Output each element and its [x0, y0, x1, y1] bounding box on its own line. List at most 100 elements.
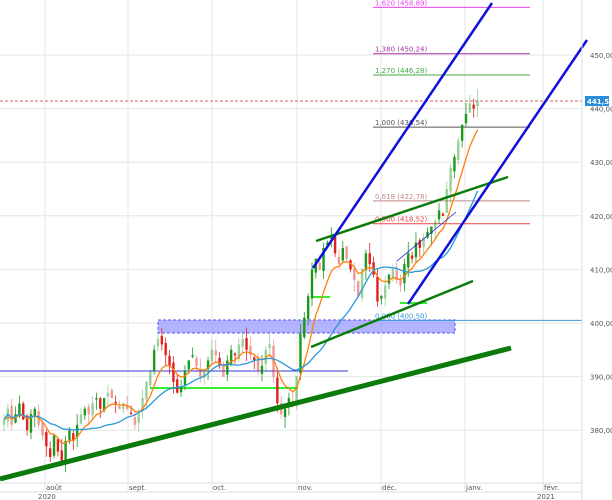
candle-body [445, 189, 448, 213]
candle [191, 347, 194, 359]
candle-body [203, 371, 206, 378]
candle-body [191, 355, 194, 357]
candle-body [464, 113, 468, 124]
candle-body [383, 285, 387, 299]
candle-body [110, 390, 113, 399]
moving-average-sma-20 [3, 190, 479, 431]
fibonacci-extension[interactable]: 1,620 (458,89) 1,380 (450,24) 1,270 (446,2… [373, 0, 582, 321]
y-tick-label: 440,00 [590, 106, 612, 114]
y-tick-label: 430,00 [590, 159, 612, 167]
candle-body [341, 247, 344, 261]
candle [226, 355, 229, 382]
candle-body [64, 440, 67, 463]
candle-body [45, 432, 48, 447]
blue-channel-lower[interactable] [406, 39, 589, 305]
candle [141, 389, 144, 419]
candle [345, 246, 348, 262]
candle-body [414, 242, 418, 258]
candle-body [91, 403, 94, 416]
candle-body [222, 365, 225, 377]
fib-level-label: 1,380 (450,24) [375, 46, 427, 54]
candle-body [41, 422, 44, 436]
candle [310, 262, 314, 307]
x-tick-month: janv. [465, 484, 483, 492]
candle [149, 369, 152, 390]
candle-body [364, 253, 368, 271]
candle-body [426, 231, 429, 238]
candle-body [303, 317, 306, 338]
channel-upper-green[interactable] [315, 175, 509, 243]
candle-body [75, 424, 79, 438]
blue-channel-upper[interactable] [311, 2, 494, 269]
candle-body [422, 237, 425, 248]
candle-body [176, 379, 179, 393]
candle-body [29, 414, 33, 433]
candle-body [418, 240, 421, 248]
candle [256, 353, 260, 376]
candle [364, 249, 368, 280]
candle-body [441, 213, 445, 216]
candle-body [237, 344, 241, 359]
candle-body [68, 430, 71, 442]
candle-body [330, 237, 333, 239]
blue-thin-trendline[interactable] [396, 211, 457, 262]
candle-body [126, 405, 129, 409]
candle [326, 240, 329, 245]
candle-body [472, 104, 475, 109]
candle [333, 233, 337, 257]
candle-body [99, 398, 102, 409]
long-term-trendline[interactable] [0, 345, 512, 482]
candle [218, 352, 221, 369]
candle [45, 429, 48, 457]
candle-body [106, 392, 110, 397]
candle-body [52, 435, 56, 456]
axes [0, 0, 583, 500]
candle-body [218, 357, 221, 366]
candle-body [2, 419, 6, 425]
y-tick-label: 450,00 [590, 52, 612, 60]
candle-body [83, 408, 87, 416]
candle [464, 102, 468, 127]
candle [387, 273, 391, 289]
candle-body [387, 274, 391, 284]
candle-body [10, 405, 13, 425]
candle-body [160, 335, 164, 345]
candle-body [87, 406, 90, 415]
candle-body [353, 269, 356, 281]
candle-body [437, 210, 441, 220]
candle [245, 327, 248, 361]
candle-body [434, 221, 437, 229]
candle-body [410, 255, 414, 259]
support-zone[interactable] [157, 319, 456, 334]
candle-body [268, 344, 271, 349]
x-tick-month: févr. [544, 484, 559, 492]
candle [237, 338, 241, 363]
candle-body [360, 269, 364, 298]
candle-body [60, 450, 63, 463]
candle [341, 240, 344, 263]
candle [152, 344, 156, 375]
x-tick-year: 2020 [38, 493, 56, 500]
candle-body [407, 253, 410, 268]
candle-body [295, 376, 298, 406]
y-tick-label: 380,00 [590, 427, 612, 435]
candle-body [102, 398, 106, 411]
candle-body [206, 360, 210, 370]
channel-lower-green[interactable] [310, 279, 474, 349]
candle [453, 154, 456, 179]
candle-body [299, 333, 302, 373]
candle-body [95, 398, 98, 400]
candle [33, 406, 36, 428]
candle-body [56, 438, 60, 452]
candle [64, 435, 67, 473]
candle [399, 274, 402, 292]
candle [179, 379, 183, 397]
candle [276, 367, 279, 413]
candle-body [156, 339, 160, 347]
candle-body [380, 296, 383, 299]
candle [357, 280, 360, 298]
candle-body [199, 369, 202, 377]
candle [79, 407, 83, 424]
candle [253, 355, 256, 370]
